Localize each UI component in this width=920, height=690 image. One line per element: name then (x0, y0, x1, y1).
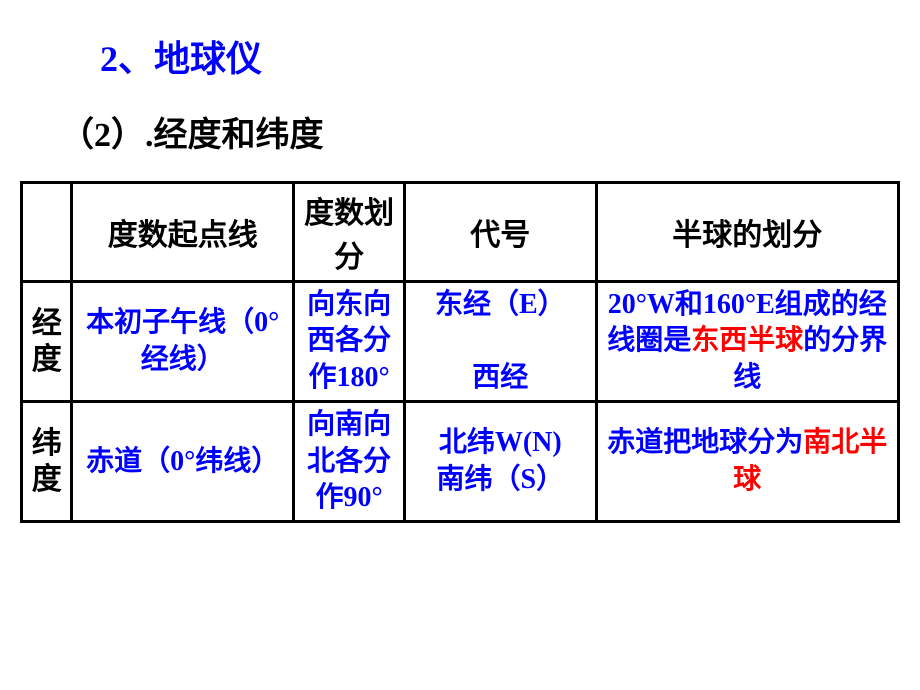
table-header-row: 度数起点线 度数划分 代号 半球的划分 (22, 183, 899, 282)
longitude-division: 向东向西各分作180° (294, 282, 405, 402)
header-origin: 度数起点线 (72, 183, 294, 282)
main-heading: 2、地球仪 (100, 30, 900, 82)
equator-text: 赤道把地球分为 (607, 427, 803, 458)
longitude-hemisphere: 20°W和160°E组成的经线圈是东西半球的分界线 (596, 282, 898, 402)
latitude-code: 北纬W(N) 南纬（S） (405, 402, 597, 522)
header-code: 代号 (405, 183, 597, 282)
west-longitude: 西经 (472, 362, 528, 393)
north-latitude: 北纬W(N) (439, 427, 562, 458)
longitude-latitude-table: 度数起点线 度数划分 代号 半球的划分 经度 本初子午线（0°经线） 向东向西各… (20, 181, 900, 523)
sub-heading: （2）.经度和纬度 (60, 107, 900, 156)
latitude-division: 向南向北各分作90° (294, 402, 405, 522)
heading-text: 地球仪 (154, 39, 262, 79)
longitude-origin: 本初子午线（0°经线） (72, 282, 294, 402)
east-longitude: 东经（E） (435, 289, 566, 320)
east-west-hemisphere: 东西半球 (691, 325, 803, 356)
latitude-origin: 赤道（0°纬线） (72, 402, 294, 522)
longitude-code: 东经（E） 西经 (405, 282, 597, 402)
longitude-label: 经度 (22, 282, 72, 402)
header-blank (22, 183, 72, 282)
latitude-row: 纬度 赤道（0°纬线） 向南向北各分作90° 北纬W(N) 南纬（S） 赤道把地… (22, 402, 899, 522)
latitude-label: 纬度 (22, 402, 72, 522)
header-hemisphere: 半球的划分 (596, 183, 898, 282)
latitude-hemisphere: 赤道把地球分为南北半球 (596, 402, 898, 522)
longitude-row: 经度 本初子午线（0°经线） 向东向西各分作180° 东经（E） 西经 20°W… (22, 282, 899, 402)
header-division: 度数划分 (294, 183, 405, 282)
south-latitude: 南纬（S） (437, 464, 565, 495)
heading-number: 2、 (100, 39, 154, 79)
